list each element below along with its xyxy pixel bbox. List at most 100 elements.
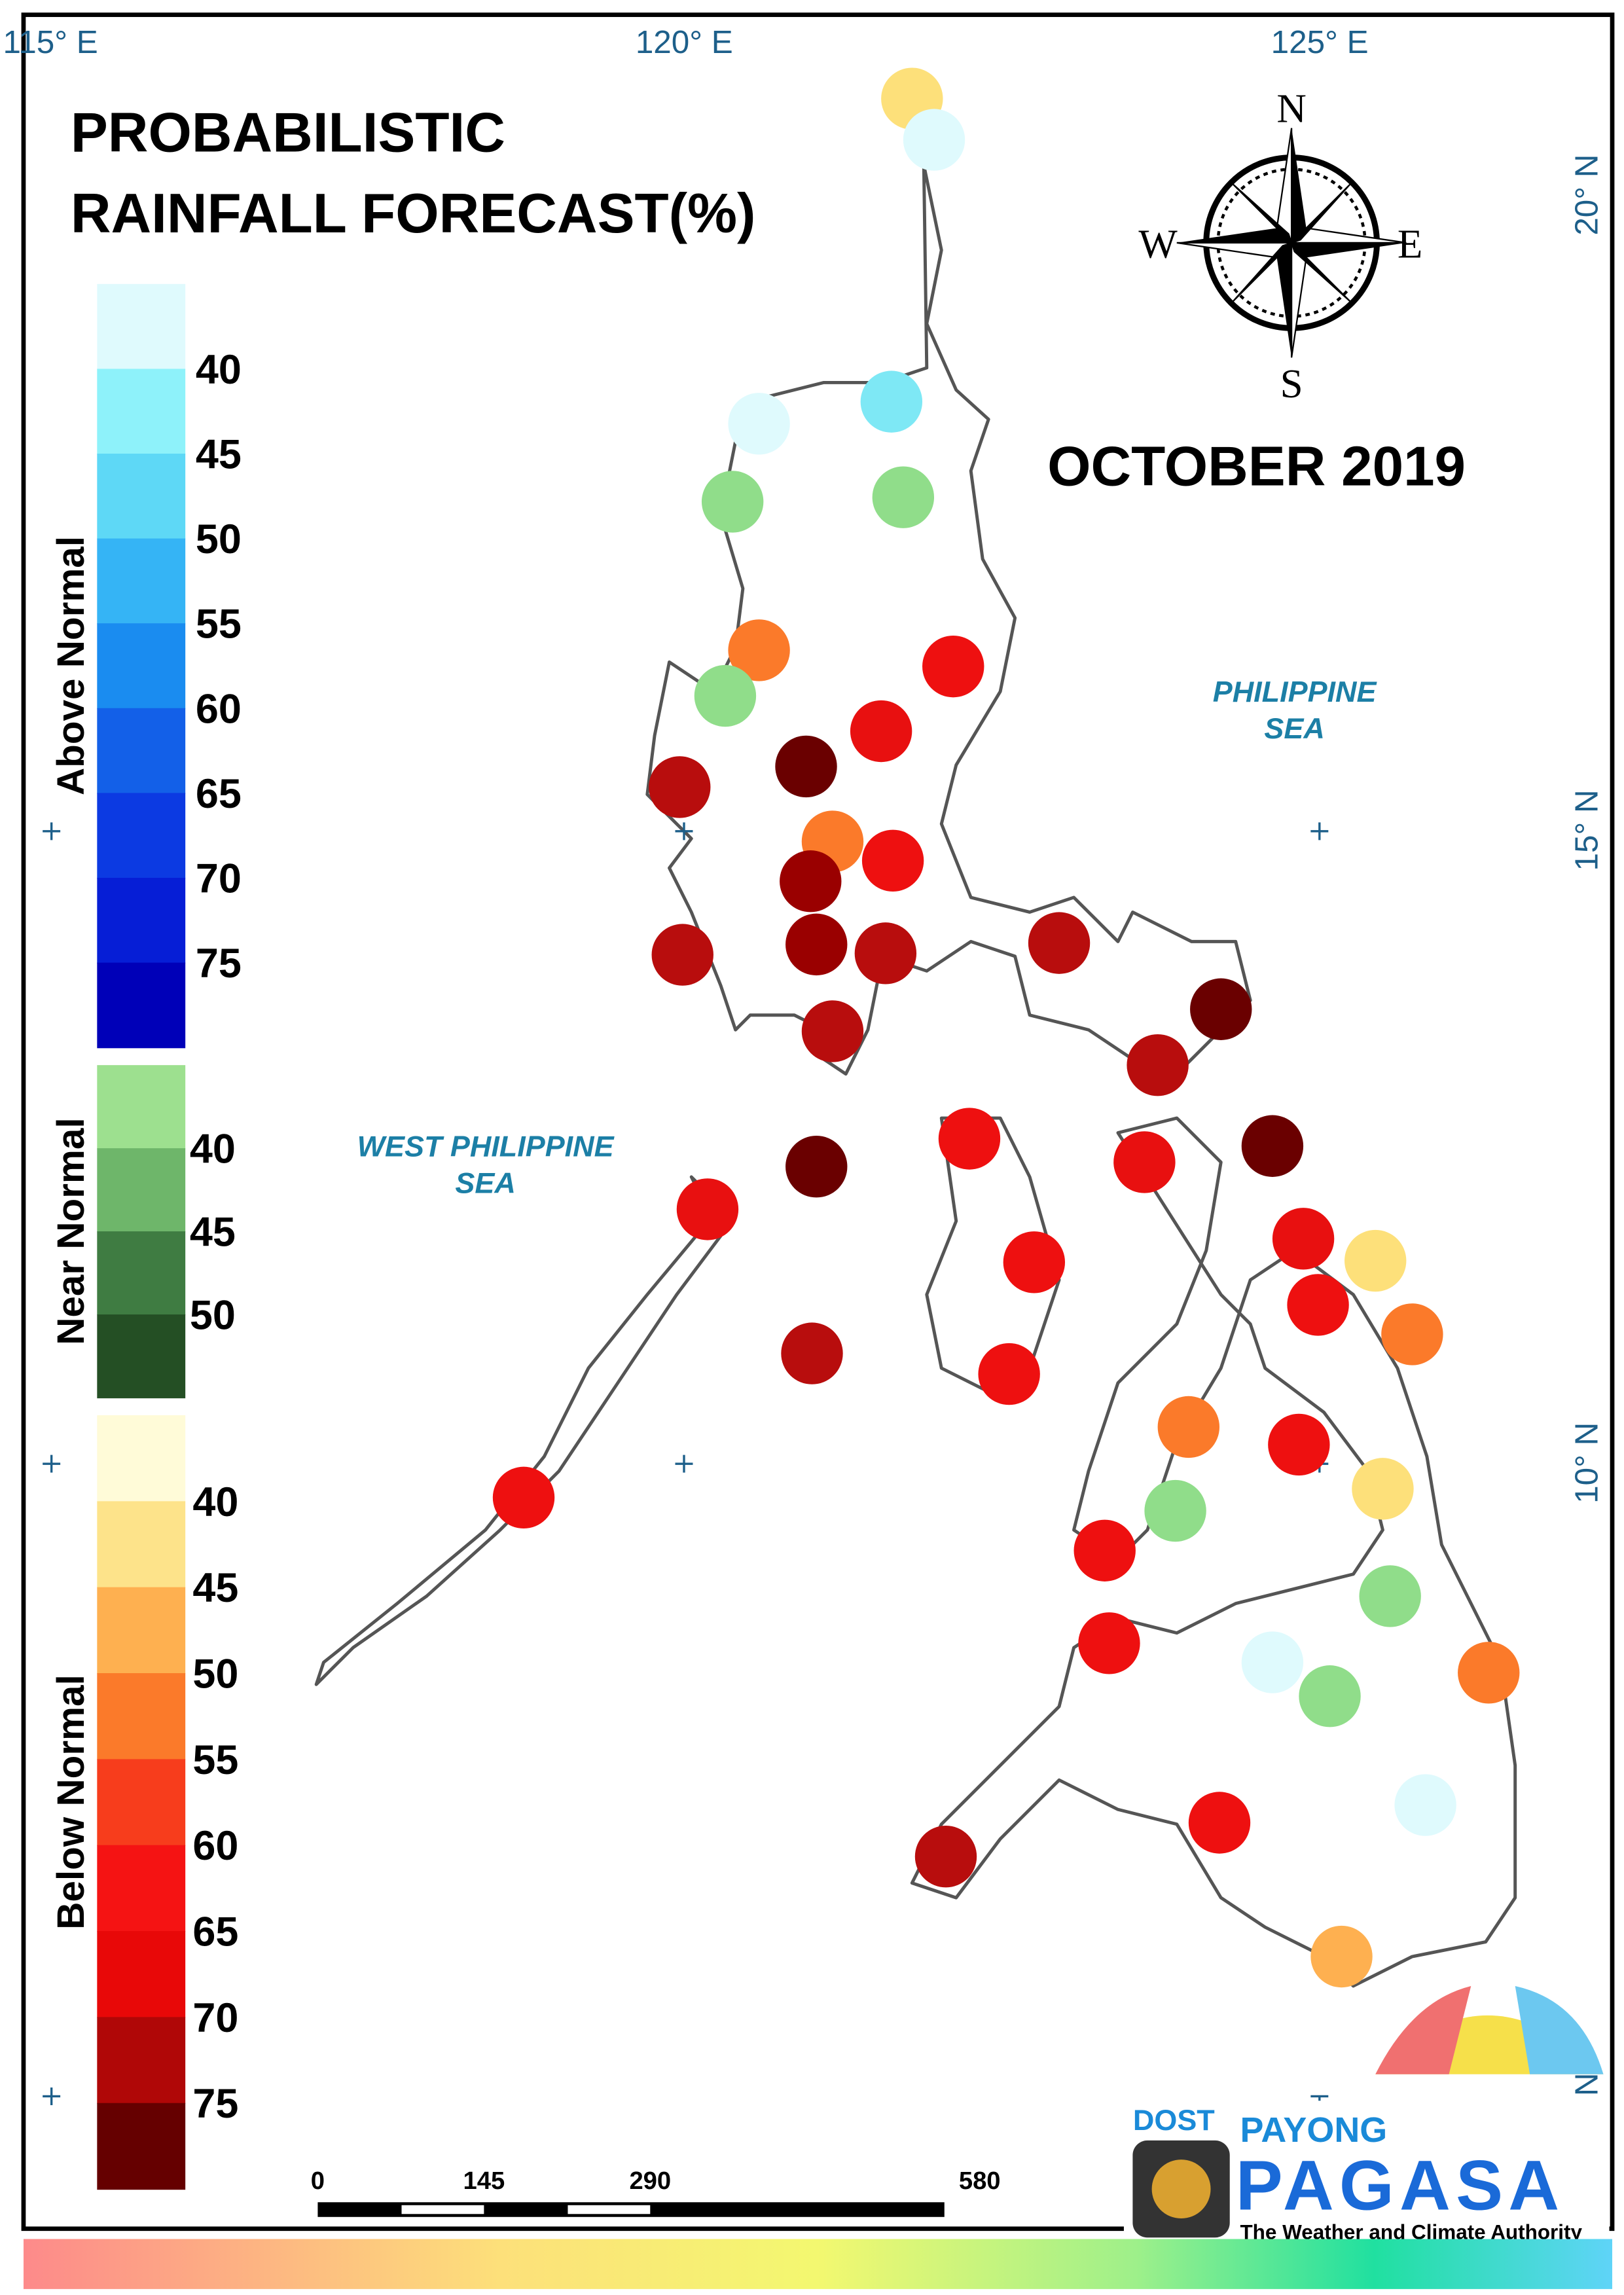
footer-band <box>23 2239 1613 2289</box>
station-forecast <box>649 756 711 818</box>
station-forecast <box>1003 1231 1066 1293</box>
station-forecast <box>801 1000 864 1062</box>
station-forecast <box>1272 1208 1335 1270</box>
latitude-label: 15° N <box>1569 789 1605 871</box>
legend-level: 60 <box>192 1823 238 1869</box>
latitude-label: 20° N <box>1569 154 1605 235</box>
longitude-label: 120° E <box>636 24 733 60</box>
legend-swatch <box>97 793 186 879</box>
legend-level: 60 <box>196 686 242 732</box>
station-forecast <box>1074 1519 1136 1581</box>
legend-swatch <box>97 1501 186 1588</box>
station-forecast <box>978 1343 1040 1405</box>
station-forecast <box>1310 1925 1373 1988</box>
station-forecast <box>1458 1642 1520 1704</box>
legend-swatch <box>97 283 186 370</box>
legend-level: 55 <box>196 602 242 647</box>
station-forecast <box>651 924 713 986</box>
palawan-coast <box>314 1175 723 1686</box>
station-forecast <box>1241 1631 1304 1693</box>
compass-n: N <box>1276 86 1306 132</box>
scale-label: 580 <box>959 2167 1001 2195</box>
legend-swatch <box>97 1673 186 1760</box>
legend-swatch <box>97 708 186 794</box>
station-forecast <box>938 1108 1001 1170</box>
station-forecast <box>860 370 923 433</box>
station-forecast <box>785 913 848 976</box>
legend-swatch <box>97 2017 186 2104</box>
compass: N S E W <box>1138 86 1422 407</box>
logo: DOST PAYONG PAGASA The Weather and Clima… <box>1123 1985 1610 2248</box>
legend-level: 65 <box>192 1909 238 1955</box>
legend-swatch <box>97 1415 186 1502</box>
title-line: RAINFALL FORECAST(%) <box>71 183 756 245</box>
station-forecast <box>1144 1479 1206 1542</box>
legend-level: 40 <box>196 347 242 393</box>
legend-swatch <box>97 1148 186 1233</box>
sea-label: SEA <box>455 1166 515 1200</box>
legend-level: 45 <box>190 1210 236 1256</box>
visayas-mindanao-coast <box>910 1116 1517 1988</box>
station-forecast <box>780 850 842 913</box>
station-forecast <box>1299 1665 1361 1727</box>
legend-swatch <box>97 877 186 964</box>
logo-brand-top: PAYONG <box>1240 2110 1387 2150</box>
map-frame <box>21 12 1615 2232</box>
station-forecast <box>781 1322 843 1384</box>
station-forecast <box>914 1825 977 1888</box>
compass-s: S <box>1280 361 1303 407</box>
station-forecast <box>1352 1458 1414 1520</box>
legend-swatch <box>97 2103 186 2190</box>
station-forecast <box>854 922 917 985</box>
station-forecast <box>1113 1131 1176 1193</box>
period: OCTOBER 2019 <box>1047 436 1466 498</box>
station-forecast <box>701 471 764 533</box>
station-forecast <box>1394 1774 1456 1836</box>
legend-swatch <box>97 1314 186 1399</box>
legend-swatch <box>97 1845 186 1932</box>
legend-level: 70 <box>192 1995 238 2041</box>
legend-level: 55 <box>192 1737 238 1783</box>
station-forecast <box>1188 1792 1251 1854</box>
legend-swatch <box>97 369 186 455</box>
station-forecast <box>676 1178 739 1240</box>
legend-group-name: Above Normal <box>50 536 92 795</box>
legend-swatch <box>97 1231 186 1316</box>
station-forecast <box>1190 978 1252 1040</box>
luzon-coast <box>645 163 1252 1076</box>
station-forecast <box>1287 1274 1349 1336</box>
compass-e: E <box>1398 221 1422 266</box>
station-forecast <box>922 635 984 698</box>
legend-level: 40 <box>192 1479 238 1525</box>
legend-level: 70 <box>196 856 242 901</box>
legend-group-name: Near Normal <box>50 1117 92 1345</box>
legend-swatch <box>97 1759 186 1846</box>
station-forecast <box>1078 1612 1140 1674</box>
station-forecast <box>728 619 790 681</box>
legend-level: 50 <box>196 516 242 562</box>
station-forecast <box>1241 1115 1304 1177</box>
longitude-label: 125° E <box>1271 24 1369 60</box>
title-line: PROBABILISTIC <box>71 102 505 164</box>
scale-label: 0 <box>311 2167 325 2195</box>
legend-level: 75 <box>196 941 242 986</box>
legend-level: 45 <box>196 432 242 478</box>
legend: Above Normal 40 45 50 55 60 65 70 75 Near Normal 4… <box>50 283 242 2190</box>
legend-level: 50 <box>190 1293 236 1339</box>
scale-bar: 0 145 290 580 <box>311 2167 1001 2217</box>
station-forecast <box>728 393 790 455</box>
sea-label: PHILIPPINE <box>1213 675 1378 708</box>
legend-level: 45 <box>192 1565 238 1611</box>
compass-w: W <box>1138 221 1178 266</box>
station-forecast <box>1157 1396 1219 1458</box>
station-forecast <box>1381 1303 1443 1365</box>
station-forecast <box>492 1466 555 1529</box>
station-forecast <box>850 700 912 763</box>
legend-group-name: Below Normal <box>50 1674 92 1929</box>
longitude-label: 115° E <box>3 24 98 60</box>
legend-swatch <box>97 623 186 709</box>
station-forecast <box>1344 1229 1407 1292</box>
station-forecast <box>775 735 837 798</box>
